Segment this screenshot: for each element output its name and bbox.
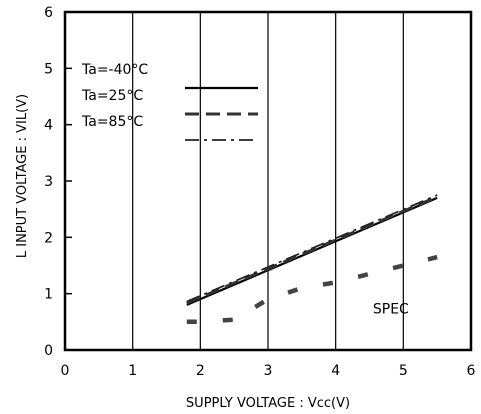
series-line-2 (186, 194, 438, 303)
annotation-label: SPEC (373, 301, 409, 317)
x-tick-label: 6 (467, 363, 476, 379)
y-tick-label: 3 (44, 174, 53, 190)
y-tick-label: 0 (44, 343, 53, 359)
legend-label: Ta=85°C (81, 114, 143, 130)
y-tick-label: 1 (44, 287, 53, 303)
y-tick-label: 2 (44, 230, 53, 246)
annotations: SPEC (373, 301, 409, 317)
series-line-1 (186, 195, 438, 305)
legend-label: Ta=-40°C (81, 62, 148, 78)
y-tick-label: 4 (44, 118, 53, 134)
x-tick-label: 3 (264, 363, 273, 379)
y-tick-label: 6 (44, 5, 53, 21)
x-tick-label: 0 (61, 363, 70, 379)
legend-label: Ta=25°C (81, 88, 143, 104)
legend: Ta=-40°C Ta=25°C Ta=85°C (81, 62, 258, 141)
x-tick-label: 2 (196, 363, 205, 379)
gridlines (132, 12, 404, 350)
y-axis-label: L INPUT VOLTAGE : VIL(V) (15, 94, 30, 258)
x-axis-label: SUPPLY VOLTAGE : Vcc(V) (186, 396, 350, 411)
series-lines (186, 194, 438, 325)
y-tick-label: 5 (44, 61, 53, 77)
x-tick-label: 1 (128, 363, 137, 379)
tick-labels: 0 1 2 3 4 5 6 0 1 2 3 4 5 6 (44, 5, 475, 379)
x-tick-label: 4 (331, 363, 340, 379)
x-tick-label: 5 (399, 363, 408, 379)
